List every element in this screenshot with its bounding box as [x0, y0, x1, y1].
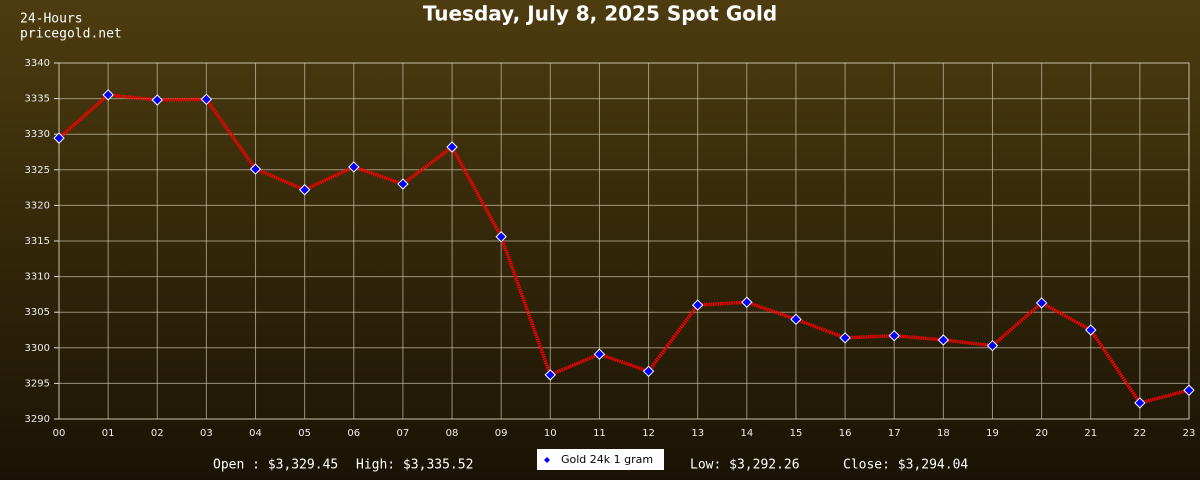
subtitle: 24-Hours — [20, 12, 83, 27]
data-point — [888, 329, 900, 342]
data-point — [102, 89, 114, 101]
x-tick-label: 05 — [298, 428, 311, 439]
data-point — [1183, 384, 1195, 396]
x-tick-label: 03 — [200, 428, 213, 439]
data-point — [495, 231, 507, 243]
x-tick-label: 16 — [839, 428, 852, 439]
x-tick-label: 07 — [397, 428, 410, 439]
x-tick-label: 18 — [937, 428, 950, 439]
y-tick-label: 3330 — [25, 129, 50, 140]
x-tick-label: 11 — [593, 428, 606, 439]
data-point — [53, 132, 65, 144]
data-point — [1134, 397, 1146, 409]
x-tick-label: 04 — [249, 428, 262, 439]
data-point — [397, 178, 409, 190]
chart-title: Tuesday, July 8, 2025 Spot Gold — [423, 2, 777, 26]
x-tick-label: 14 — [740, 428, 753, 439]
data-point — [1035, 297, 1048, 309]
x-tick-label: 01 — [102, 428, 115, 439]
legend: Gold 24k 1 gram — [537, 449, 664, 470]
y-tick-label: 3315 — [25, 236, 50, 247]
y-tick-label: 3340 — [25, 58, 50, 69]
x-tick-label: 02 — [151, 428, 164, 439]
x-tick-label: 13 — [691, 428, 704, 439]
y-tick-label: 3295 — [25, 378, 50, 389]
y-tick-label: 3335 — [25, 94, 50, 105]
data-point — [593, 348, 606, 360]
data-point — [446, 141, 458, 153]
x-tick-label: 22 — [1134, 428, 1147, 439]
data-point — [691, 299, 704, 311]
y-tick-label: 3310 — [25, 272, 50, 283]
y-tick-label: 3325 — [25, 165, 50, 176]
source: pricegold.net — [20, 27, 122, 42]
x-tick-label: 08 — [446, 428, 459, 439]
y-tick-label: 3290 — [25, 414, 50, 425]
close-text: Close: $3,294.04 — [843, 458, 968, 473]
open-text: Open : $3,329.45 — [213, 458, 338, 473]
data-point — [348, 161, 360, 173]
data-point — [642, 365, 655, 378]
x-tick-label: 00 — [53, 428, 66, 439]
low-text: Low: $3,292.26 — [690, 458, 800, 473]
data-point — [986, 339, 999, 352]
data-point — [790, 313, 802, 326]
x-tick-label: 06 — [347, 428, 360, 439]
legend-box — [537, 449, 664, 470]
high-text: High: $3,335.52 — [356, 458, 473, 473]
x-tick-label: 09 — [495, 428, 508, 439]
y-tick-label: 3320 — [25, 200, 50, 211]
data-point — [544, 369, 557, 381]
data-point — [1085, 324, 1097, 336]
y-tick-label: 3305 — [25, 307, 50, 318]
data-point — [298, 184, 311, 196]
data-point — [249, 163, 262, 175]
legend-label: Gold 24k 1 gram — [561, 453, 653, 466]
x-tick-label: 15 — [790, 428, 803, 439]
data-point — [151, 94, 163, 106]
data-point — [200, 93, 213, 106]
data-point — [839, 332, 851, 344]
x-tick-label: 21 — [1084, 428, 1097, 439]
legend-marker — [544, 457, 550, 463]
x-tick-label: 19 — [986, 428, 999, 439]
x-tick-label: 17 — [888, 428, 901, 439]
series-line — [57, 93, 1190, 405]
data-point — [937, 334, 950, 346]
x-tick-label: 23 — [1183, 428, 1196, 439]
x-tick-label: 20 — [1035, 428, 1048, 439]
x-tick-label: 12 — [642, 428, 655, 439]
y-tick-label: 3300 — [25, 343, 50, 354]
data-point — [741, 296, 753, 308]
x-tick-label: 10 — [544, 428, 557, 439]
